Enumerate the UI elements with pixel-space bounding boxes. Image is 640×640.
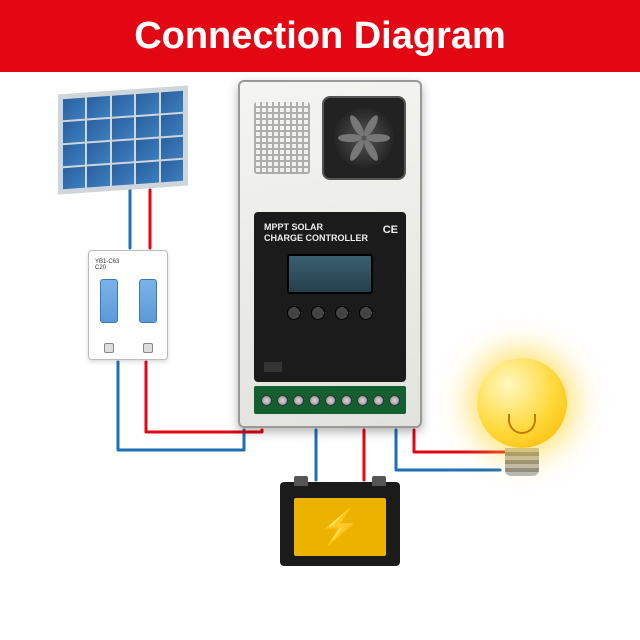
controller-buttons-row <box>264 306 396 320</box>
solar-cell <box>161 137 183 160</box>
controller-title-line2: CHARGE CONTROLLER <box>264 233 396 244</box>
terminal-screw <box>277 395 288 406</box>
terminal-screw <box>373 395 384 406</box>
header-bar: Connection Diagram <box>0 0 640 72</box>
controller-button <box>335 306 349 320</box>
terminal-screw <box>309 395 320 406</box>
breaker-terminal <box>143 343 153 353</box>
battery-terminal-neg <box>294 476 308 486</box>
solar-cell <box>136 93 158 116</box>
solar-cell <box>63 121 85 144</box>
diagram-canvas: YB1-C63 C20 CE MPPT SO <box>0 72 640 640</box>
solar-cell <box>136 162 158 185</box>
breaker-terminals <box>89 343 167 353</box>
solar-cell <box>63 98 85 121</box>
bulb-base <box>505 448 539 476</box>
terminal-screw <box>357 395 368 406</box>
solar-frame <box>58 85 188 194</box>
solar-cell <box>87 165 109 188</box>
solar-cell <box>161 91 183 114</box>
solar-cell <box>63 144 85 167</box>
usb-port <box>264 362 282 372</box>
terminal-screw <box>341 395 352 406</box>
breaker-terminal <box>104 343 114 353</box>
breaker-switch <box>139 279 157 323</box>
breaker-rating: C20 <box>95 265 119 271</box>
controller-button <box>359 306 373 320</box>
solar-cell <box>112 163 134 186</box>
solar-cell <box>87 96 109 119</box>
controller-title: MPPT SOLAR CHARGE CONTROLLER <box>264 222 396 244</box>
solar-cell <box>112 94 134 117</box>
battery: ⚡ <box>280 482 400 566</box>
battery-terminal-pos <box>372 476 386 486</box>
fan-hub <box>334 108 394 168</box>
battery-plate: ⚡ <box>294 498 386 556</box>
controller-button <box>287 306 301 320</box>
light-bulb <box>474 358 570 478</box>
solar-cell <box>112 140 134 163</box>
wire-blue <box>118 362 244 450</box>
terminal-screw <box>389 395 400 406</box>
ce-mark: CE <box>383 224 398 236</box>
controller-button <box>311 306 325 320</box>
terminal-strip <box>254 386 406 414</box>
terminal-screw <box>261 395 272 406</box>
bulb-glass <box>477 358 567 448</box>
circuit-breaker: YB1-C63 C20 <box>88 250 168 360</box>
vent-grille <box>254 102 310 174</box>
breaker-switches <box>89 279 167 323</box>
solar-cell <box>161 114 183 137</box>
solar-cell <box>136 139 158 162</box>
solar-cell <box>87 119 109 142</box>
solar-panel <box>58 85 188 194</box>
solar-cell <box>112 117 134 140</box>
solar-cell <box>161 160 183 183</box>
controller-panel: CE MPPT SOLAR CHARGE CONTROLLER <box>254 212 406 382</box>
controller-lcd <box>287 254 373 294</box>
solar-cell <box>87 142 109 165</box>
terminal-screw <box>293 395 304 406</box>
solar-cell <box>136 116 158 139</box>
cooling-fan <box>322 96 406 180</box>
lightning-icon: ⚡ <box>319 507 361 547</box>
solar-cell <box>63 167 85 190</box>
bulb-filament <box>508 414 536 434</box>
controller-title-line1: MPPT SOLAR <box>264 222 396 233</box>
terminal-screw <box>325 395 336 406</box>
charge-controller: CE MPPT SOLAR CHARGE CONTROLLER <box>238 80 422 428</box>
breaker-switch <box>100 279 118 323</box>
header-title: Connection Diagram <box>134 15 506 58</box>
breaker-model-label: YB1-C63 C20 <box>95 259 119 271</box>
